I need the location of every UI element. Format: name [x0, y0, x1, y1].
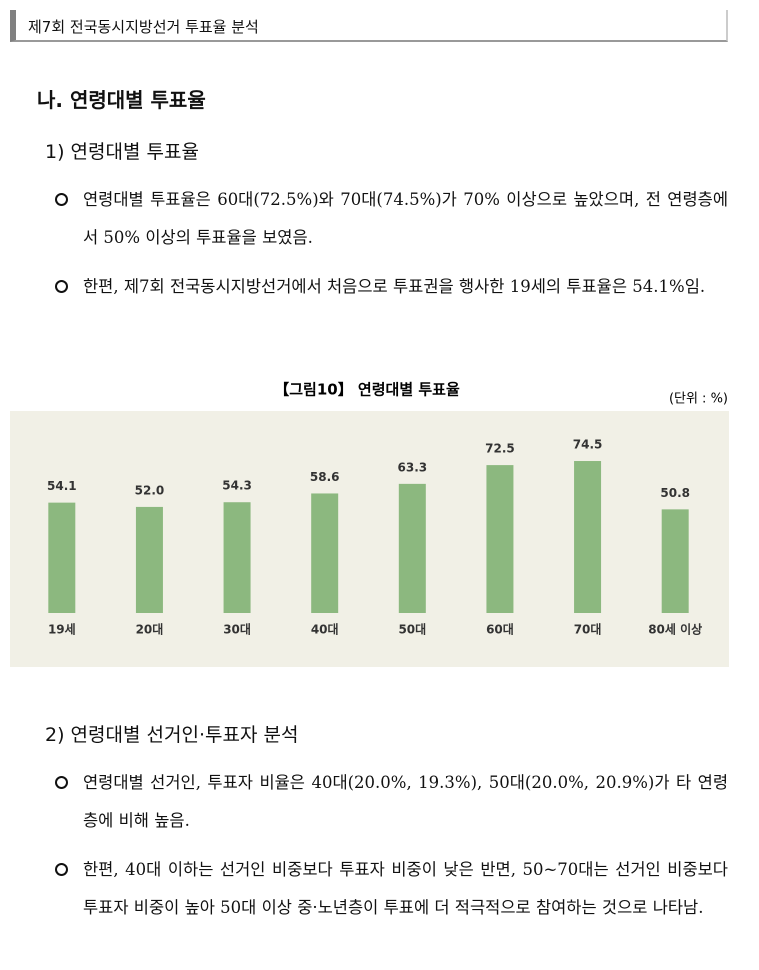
category-label: 70대	[574, 623, 602, 637]
data-label: 50.8	[660, 486, 690, 500]
header: 제7회 전국동시지방선거 투표율 분석	[10, 10, 728, 42]
bar	[398, 483, 426, 613]
data-label: 63.3	[398, 460, 428, 474]
bar	[135, 506, 163, 613]
category-label: 80세 이상	[648, 622, 702, 637]
category-label: 19세	[48, 622, 76, 637]
category-label: 20대	[136, 623, 164, 637]
bullet-text: 한편, 제7회 전국동시지방선거에서 처음으로 투표권을 행사한 19세의 투표…	[83, 277, 706, 296]
data-label: 72.5	[485, 442, 515, 456]
data-label: 54.3	[222, 479, 252, 493]
section-title: 나. 연령대별 투표율	[37, 88, 206, 112]
header-title: 제7회 전국동시지방선거 투표율 분석	[28, 18, 259, 36]
subsection-title: 1) 연령대별 투표율	[45, 141, 199, 163]
data-label: 54.1	[47, 479, 77, 493]
bar	[48, 502, 76, 613]
category-label: 30대	[223, 623, 251, 637]
bar	[311, 493, 339, 613]
chart-unit: (단위 : %)	[669, 392, 728, 407]
subsection-title: 2) 연령대별 선거인·투표자 분석	[45, 724, 299, 746]
data-label: 74.5	[573, 438, 603, 452]
bullet-icon	[55, 280, 68, 293]
chart-title: 【그림10】 연령대별 투표율	[274, 381, 460, 399]
chart-background	[10, 411, 729, 667]
bar	[223, 502, 251, 613]
bullet-icon	[55, 776, 68, 789]
chart: 【그림10】 연령대별 투표율 (단위 : %) 54.1 19세 52.0 20대 5…	[10, 381, 729, 667]
bullet-icon	[55, 863, 68, 876]
data-label: 52.0	[135, 483, 165, 497]
category-label: 60대	[486, 623, 514, 637]
category-label: 50대	[398, 623, 426, 637]
bullet-icon	[55, 193, 68, 206]
category-label: 40대	[311, 623, 339, 637]
bar	[661, 509, 689, 613]
bar	[486, 465, 514, 613]
bullet-text: 한편, 40대 이하는 선거인 비중보다 투표자 비중이 낮은 반면, 50~7…	[83, 860, 728, 917]
bullet-text: 연령대별 선거인, 투표자 비율은 40대(20.0%, 19.3%), 50대…	[83, 773, 728, 830]
bullet-text: 연령대별 투표율은 60대(72.5%)와 70대(74.5%)가 70% 이상…	[83, 190, 728, 247]
bar	[574, 461, 602, 613]
data-label: 58.6	[310, 470, 340, 484]
